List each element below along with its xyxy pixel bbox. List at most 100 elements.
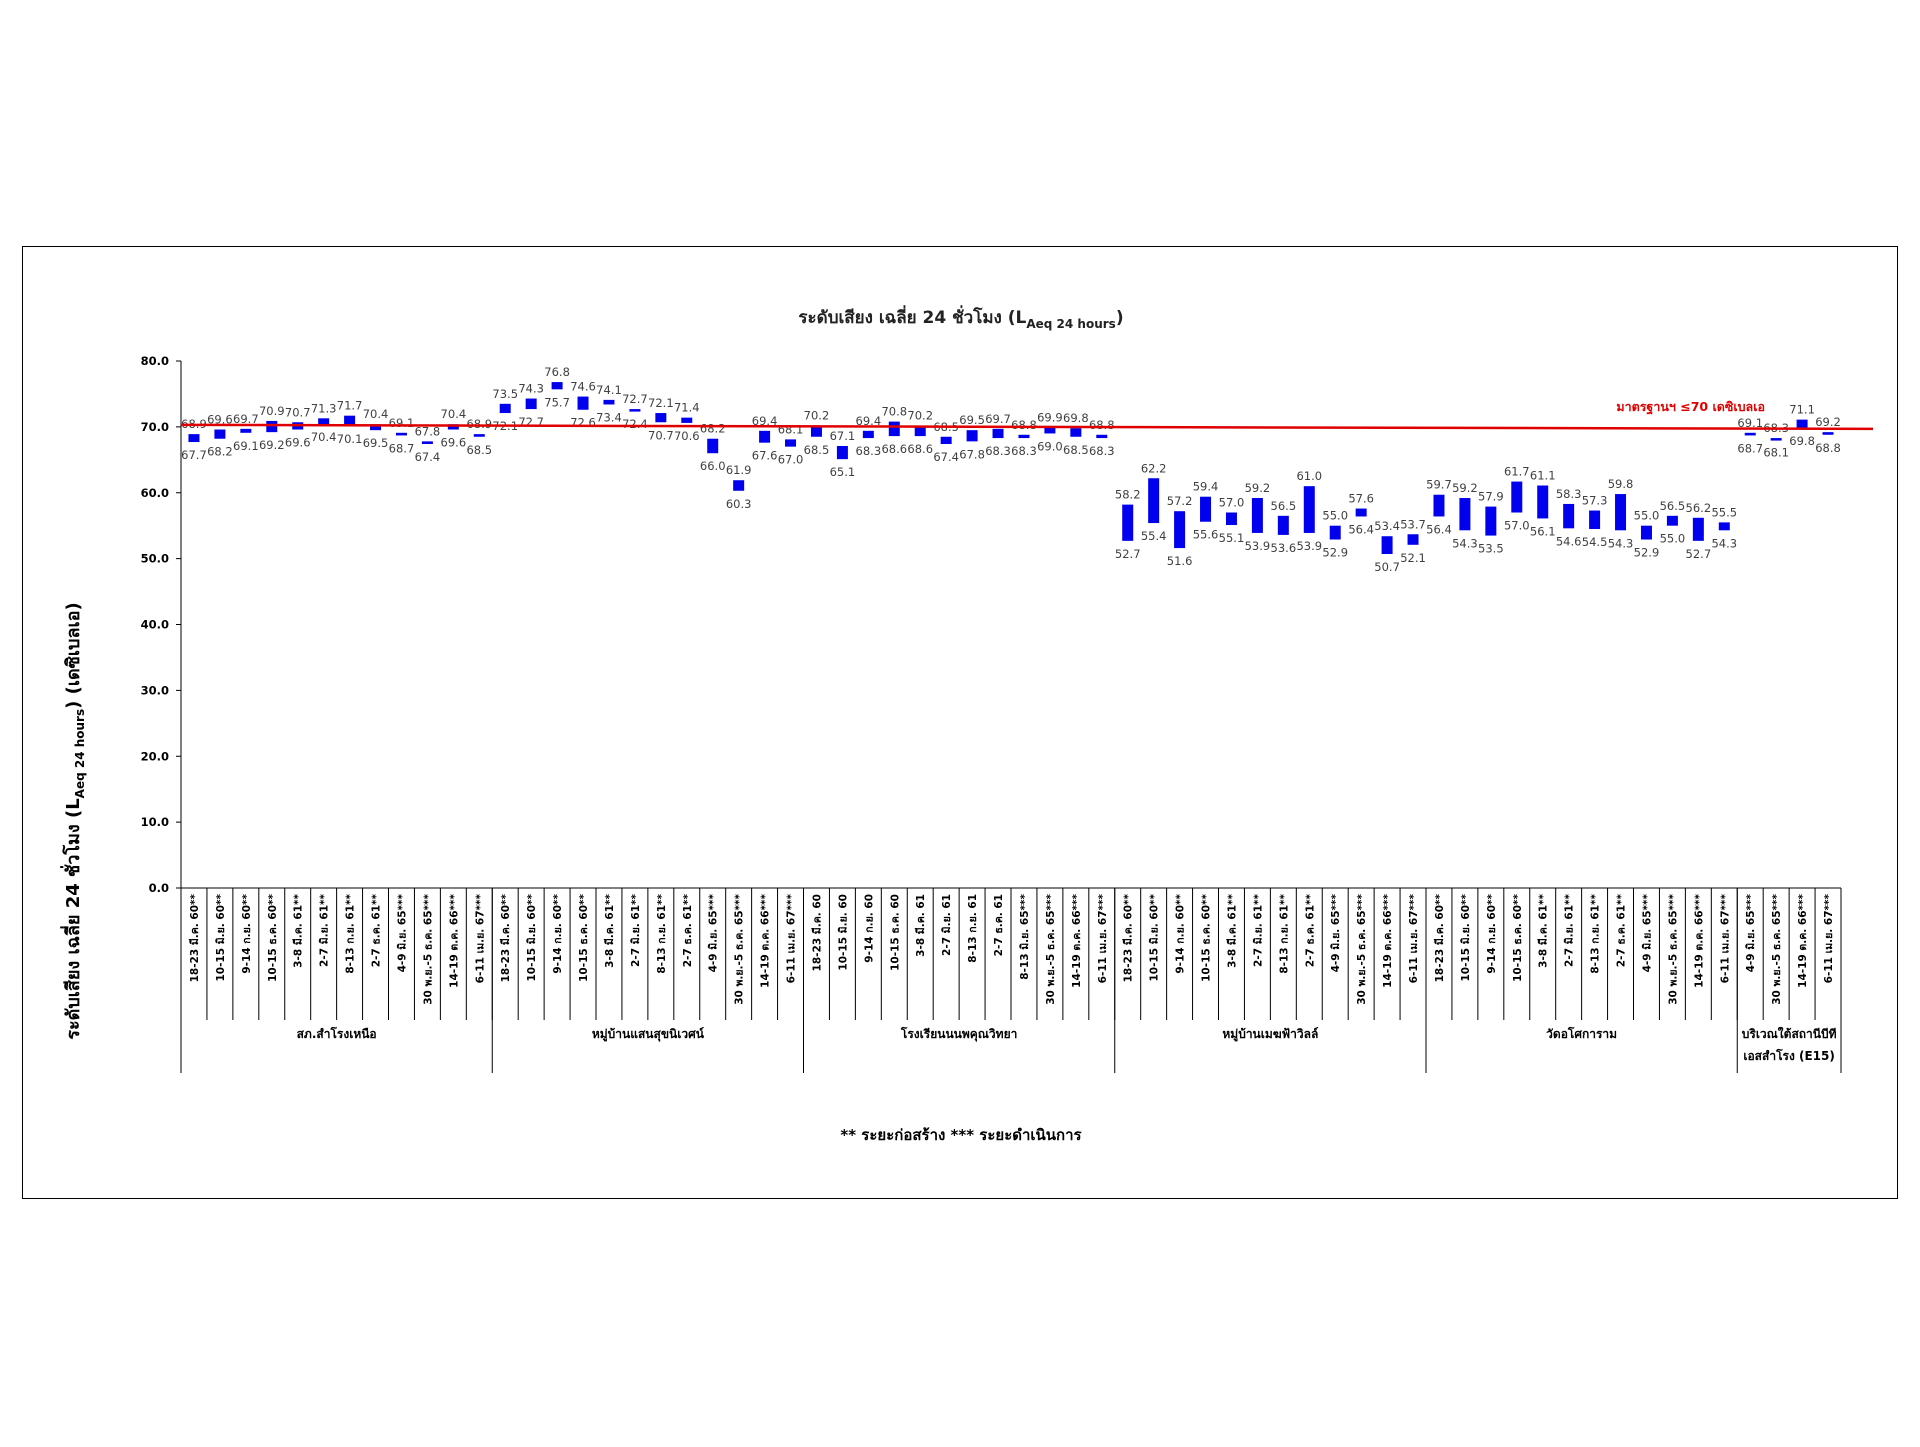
range-bar	[266, 420, 278, 433]
min-label: 67.7	[181, 448, 207, 462]
category-label: 2-7 ธ.ค. 61**	[1616, 894, 1628, 968]
max-label: 56.5	[1271, 499, 1297, 513]
category-label: 4-9 มิ.ย. 65***	[1641, 893, 1653, 972]
category-label: 30 พ.ย.-5 ธ.ค. 65***	[1771, 893, 1783, 1004]
category-label: 6-11 เม.ย. 67***	[1408, 893, 1420, 983]
range-bar	[707, 438, 719, 454]
min-label: 68.5	[804, 443, 830, 457]
category-label: 6-11 เม.ย. 67***	[1719, 893, 1731, 983]
range-bar	[551, 382, 563, 390]
group-label: บริเวณใต้สถานีบีที	[1742, 1026, 1837, 1041]
max-label: 68.2	[700, 422, 726, 436]
category-label: 30 พ.ย.-5 ธ.ค. 65***	[1667, 893, 1679, 1004]
max-label: 59.2	[1452, 481, 1478, 495]
min-label: 52.9	[1322, 546, 1348, 560]
min-label: 73.4	[596, 410, 622, 424]
category-label: 8-13 ก.ย. 61**	[1590, 893, 1602, 973]
category-label: 3-8 มี.ค. 61**	[292, 894, 305, 968]
max-label: 68.8	[1089, 418, 1115, 432]
min-label: 55.1	[1219, 531, 1245, 545]
range-bar	[473, 434, 485, 437]
range-bar	[1355, 508, 1367, 517]
range-bar	[1329, 525, 1341, 540]
category-label: 14-19 ต.ค. 66***	[1071, 894, 1083, 988]
range-bar	[914, 425, 926, 437]
range-bar	[888, 421, 900, 437]
range-bar	[344, 415, 356, 427]
category-label: 2-7 ธ.ค. 61**	[682, 894, 694, 968]
y-axis-label: ระดับเสียง เฉลี่ย 24 ชั่วโมง (LAeq 24 ho…	[60, 602, 87, 1039]
max-label: 57.3	[1582, 494, 1608, 508]
category-label: 8-13 ก.ย. 61**	[1278, 893, 1290, 973]
standard-label: มาตรฐานฯ ≤70 เดซิเบลเอ	[1616, 399, 1765, 415]
min-label: 60.3	[726, 497, 752, 511]
max-label: 57.0	[1219, 496, 1245, 510]
category-label: 6-11 เม.ย. 67***	[1823, 893, 1835, 983]
range-bar	[1563, 503, 1575, 529]
category-label: 9-14 ก.ย. 60**	[552, 893, 564, 973]
max-label: 59.4	[1193, 480, 1219, 494]
category-label: 10-15 ธ.ค. 60**	[267, 894, 279, 982]
category-label: 10-15 ธ.ค. 60**	[1201, 894, 1213, 982]
range-bar	[836, 445, 848, 460]
range-bar	[447, 424, 459, 430]
max-label: 59.8	[1608, 477, 1634, 491]
category-label: 9-14 ก.ย. 60**	[1175, 893, 1187, 973]
min-label: 51.6	[1167, 554, 1193, 568]
min-label: 67.6	[752, 449, 778, 463]
range-bar	[759, 430, 771, 443]
group-label: เอสสำโรง (E15)	[1743, 1048, 1835, 1063]
max-label: 56.5	[1660, 499, 1686, 513]
range-bar	[1122, 504, 1134, 541]
range-bar	[1666, 515, 1678, 526]
min-label: 52.7	[1115, 547, 1141, 561]
min-label: 68.8	[1815, 441, 1841, 455]
max-label: 55.5	[1711, 505, 1737, 519]
min-label: 67.0	[778, 453, 804, 467]
category-label: 14-19 ต.ค. 66***	[760, 894, 772, 988]
max-label: 58.2	[1115, 488, 1141, 502]
min-label: 54.3	[1711, 536, 1737, 550]
y-tick-label: 20.0	[141, 749, 169, 763]
y-tick-label: 50.0	[141, 552, 169, 566]
y-tick-label: 40.0	[141, 618, 169, 632]
min-label: 70.6	[674, 429, 700, 443]
min-label: 53.9	[1296, 539, 1322, 553]
min-label: 66.0	[700, 459, 726, 473]
range-bar	[1589, 510, 1601, 529]
min-label: 72.7	[518, 415, 544, 429]
max-label: 69.4	[856, 414, 882, 428]
range-bar	[1148, 478, 1160, 524]
min-label: 68.6	[907, 442, 933, 456]
range-bar	[1200, 496, 1212, 522]
max-label: 68.9	[466, 417, 492, 431]
range-bar	[1770, 438, 1782, 441]
min-label: 68.3	[1089, 444, 1115, 458]
chart-title: ระดับเสียง เฉลี่ย 24 ชั่วโมง (LAeq 24 ho…	[798, 305, 1123, 331]
range-bar	[1277, 515, 1289, 535]
min-label: 69.6	[441, 436, 467, 450]
max-label: 59.2	[1245, 481, 1271, 495]
max-label: 69.1	[1737, 416, 1763, 430]
min-label: 69.5	[363, 436, 389, 450]
min-label: 68.6	[881, 442, 907, 456]
range-bar	[603, 399, 615, 405]
range-bar	[1615, 494, 1627, 531]
min-label: 67.4	[933, 450, 959, 464]
data-labels: 68.9 67.7 69.6 68.2 69.7 69.1 70.9 69.2 70.7 69.6…	[181, 365, 1841, 574]
range-bar	[1174, 511, 1186, 549]
min-label: 55.0	[1660, 532, 1686, 546]
max-label: 61.0	[1296, 469, 1322, 483]
y-tick-label: 70.0	[141, 420, 169, 434]
range-bar	[1018, 434, 1030, 439]
max-label: 61.1	[1530, 469, 1556, 483]
max-label: 68.8	[1011, 418, 1037, 432]
max-label: 69.7	[985, 412, 1011, 426]
range-bar	[810, 425, 822, 437]
category-label: 10-15 มิ.ย. 60**	[526, 894, 538, 982]
category-label: 18-23 มี.ค. 60**	[1433, 894, 1446, 983]
category-label: 3-8 มี.ค. 61**	[1537, 894, 1550, 968]
min-label: 56.4	[1348, 522, 1374, 536]
max-label: 55.0	[1322, 509, 1348, 523]
max-label: 69.8	[1063, 411, 1089, 425]
